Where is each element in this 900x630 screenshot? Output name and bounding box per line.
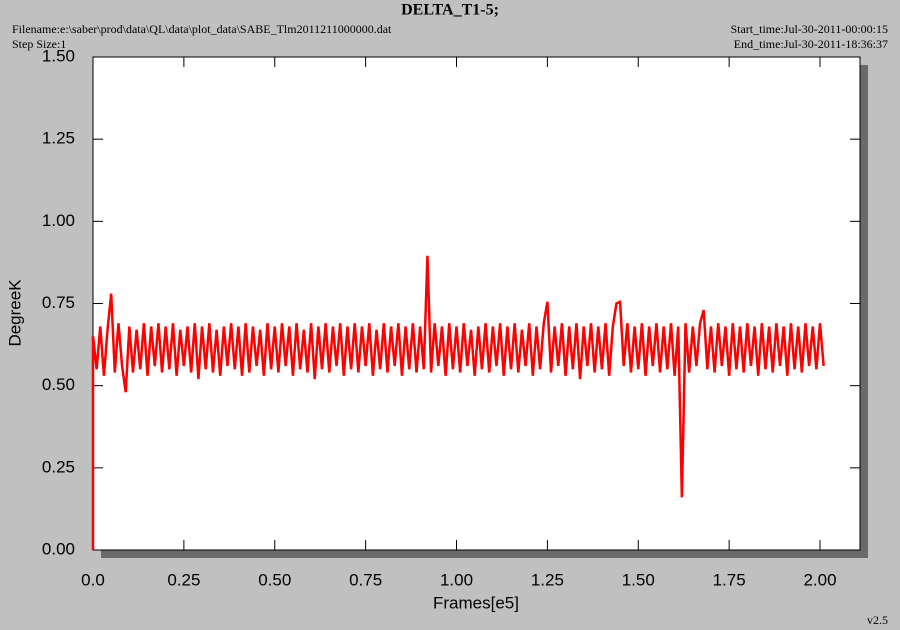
y-tick-label: 0.25: [42, 457, 75, 476]
version: v2.5: [867, 613, 888, 627]
data-line: [91, 255, 825, 550]
x-tick-label: 1.25: [531, 570, 564, 589]
x-tick-label: 1.00: [440, 570, 473, 589]
step-size: Step Size:1: [12, 37, 66, 51]
x-tick-label: 0.50: [258, 570, 291, 589]
y-tick-label: 0.75: [42, 293, 75, 312]
x-tick-label: 1.50: [622, 570, 655, 589]
y-tick-label: 1.50: [42, 46, 75, 65]
x-tick-label: 2.00: [803, 570, 836, 589]
chart-title: DELTA_T1-5;: [401, 2, 499, 19]
filename: Filename:e:\saber\prod\data\QL\data\plot…: [12, 22, 392, 36]
y-tick-label: 1.25: [42, 129, 75, 148]
start-time: Start_time:Jul-30-2011-00:00:15: [730, 22, 888, 36]
x-axis-label: Frames[e5]: [433, 593, 519, 612]
y-axis-label: DegreeK: [5, 279, 24, 347]
x-tick-label: 1.75: [713, 570, 746, 589]
plot-area: [92, 56, 861, 551]
end-time: End_time:Jul-30-2011-18:36:37: [734, 37, 888, 51]
x-tick-label: 0.25: [167, 570, 200, 589]
y-tick-label: 0.50: [42, 375, 75, 394]
x-tick-label: 0.75: [349, 570, 382, 589]
y-tick-label: 1.00: [42, 211, 75, 230]
y-tick-label: 0.00: [42, 539, 75, 558]
x-tick-label: 0.0: [81, 570, 105, 589]
